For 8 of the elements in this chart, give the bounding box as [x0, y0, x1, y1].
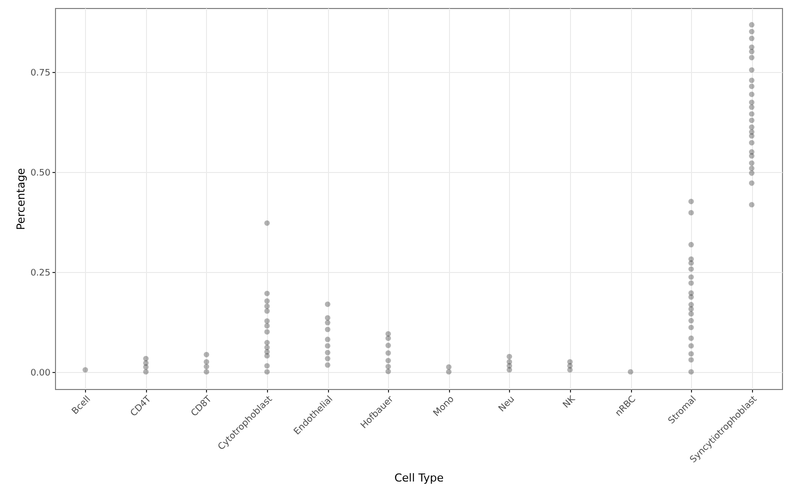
y-tick-label: 0.25 — [30, 268, 50, 278]
x-tick-label: NK — [562, 394, 578, 411]
x-axis-title: Cell Type — [394, 471, 444, 484]
y-tick-label: 0.75 — [30, 68, 50, 78]
y-tick-label: 0.00 — [30, 368, 51, 378]
y-axis-title: Percentage — [14, 168, 28, 230]
x-tick-label: Neu — [497, 394, 517, 414]
y-tick-label: 0.50 — [30, 168, 51, 178]
